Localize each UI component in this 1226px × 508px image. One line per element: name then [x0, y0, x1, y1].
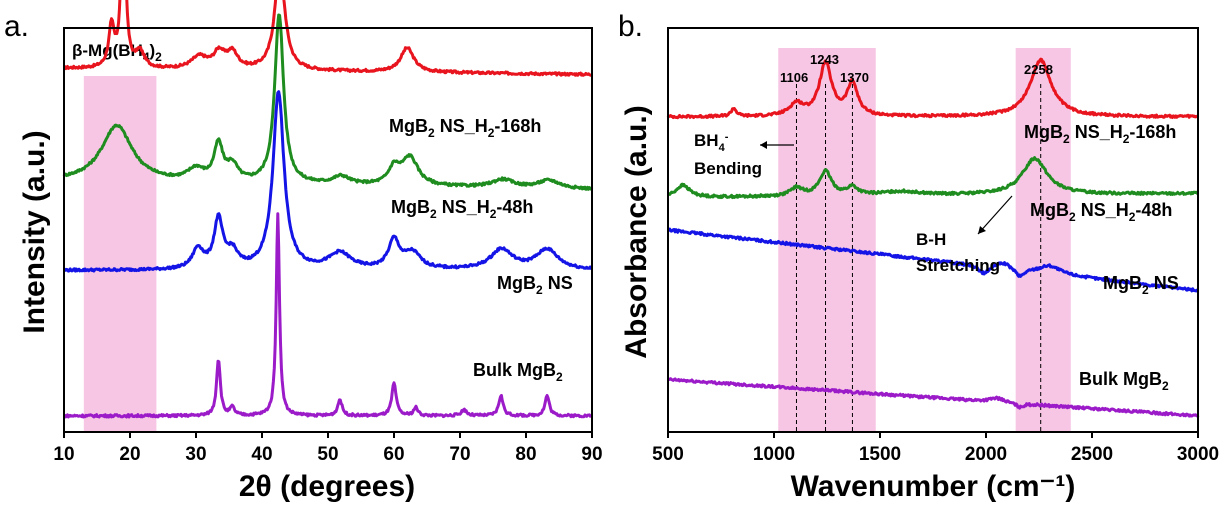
peak-label-2258: 2258	[1024, 62, 1053, 77]
x-tick-label-3000: 3000	[1177, 444, 1219, 465]
series-line-bulk-mgb2	[666, 377, 1200, 418]
peak-label-1243: 1243	[810, 52, 839, 67]
peak-label-1370: 1370	[840, 70, 869, 85]
peak-label-1106: 1106	[780, 70, 808, 85]
xrd-label-bulk: Bulk MgB2	[473, 360, 563, 384]
x-tick-label-2000: 2000	[965, 444, 1007, 465]
ftir-traces	[666, 57, 1200, 418]
series-line-mgb2-ns-h2-48h	[62, 13, 594, 191]
xrd-x-ticks: 10 20 30 40 50 60 70 80 90	[53, 432, 603, 465]
stretching-arrow	[977, 195, 1013, 235]
x-tick-label-50: 50	[317, 444, 338, 465]
bending-arrowhead-icon	[760, 141, 767, 149]
x-tick-label-1000: 1000	[753, 444, 795, 465]
series-line-mgb2-ns-h2-48h	[666, 156, 1199, 200]
shaded-band-1	[1015, 48, 1071, 432]
bh-stretching-label-line1: B-H	[916, 230, 946, 249]
x-tick-label-90: 90	[581, 444, 602, 465]
xrd-label-168h: MgB2 NS_H2-168h	[389, 116, 541, 140]
ftir-shaded-bands	[778, 48, 1071, 432]
x-tick-label-20: 20	[119, 444, 140, 465]
series-line-mgb2-ns	[667, 227, 1200, 293]
bh4-bending-label-line1: BH4-	[694, 131, 729, 154]
ftir-chart: b. 500 1000 1500 2000 2500 3000 1106 1243 137…	[618, 10, 1219, 503]
x-tick-label-10: 10	[53, 444, 74, 465]
x-tick-label-500: 500	[652, 444, 684, 465]
xrd-traces	[62, 0, 594, 419]
xrd-label-ns: MgB2 NS	[497, 273, 573, 297]
xrd-x-axis-title: 2θ (degrees)	[239, 470, 415, 503]
panel-a-letter: a.	[4, 10, 29, 43]
ftir-reference-lines	[795, 84, 1042, 432]
ftir-y-axis-title: Absorbance (a.u.)	[620, 105, 653, 358]
x-tick-label-2500: 2500	[1071, 444, 1113, 465]
x-tick-label-40: 40	[251, 444, 272, 465]
x-tick-label-60: 60	[383, 444, 404, 465]
xrd-chart: a. β-Mg(BH4)2 10 20 30 40 50 60 70 80 90 MgB2 NS…	[4, 0, 603, 503]
shaded-band-0	[778, 48, 876, 432]
bh4-bending-label-line2: Bending	[694, 159, 762, 178]
bh-stretching-label-line2: Stretching	[916, 256, 1000, 275]
ftir-label-bulk: Bulk MgB2	[1079, 369, 1169, 393]
beta-mg-bh4-band	[83, 76, 157, 432]
x-tick-label-80: 80	[515, 444, 536, 465]
x-tick-label-30: 30	[185, 444, 206, 465]
series-line-mgb2-ns	[62, 90, 593, 273]
x-tick-label-1500: 1500	[859, 444, 901, 465]
x-tick-label-70: 70	[449, 444, 470, 465]
xrd-y-axis-title: Intensity (a.u.)	[18, 130, 51, 333]
xrd-label-48h: MgB2 NS_H2-48h	[391, 197, 533, 221]
ftir-x-ticks: 500 1000 1500 2000 2500 3000	[652, 432, 1219, 465]
panel-b-letter: b.	[618, 10, 643, 43]
series-line-bulk-mgb2	[63, 212, 593, 419]
stretching-arrowhead-icon	[978, 226, 986, 234]
series-line-mgb2-ns-h2-168h	[63, 0, 593, 77]
ftir-x-axis-title: Wavenumber (cm⁻¹)	[791, 470, 1076, 503]
ftir-plot-frame	[667, 27, 1199, 433]
ftir-label-ns: MgB2 NS	[1103, 273, 1179, 297]
series-line-mgb2-ns-h2-168h	[666, 57, 1200, 120]
